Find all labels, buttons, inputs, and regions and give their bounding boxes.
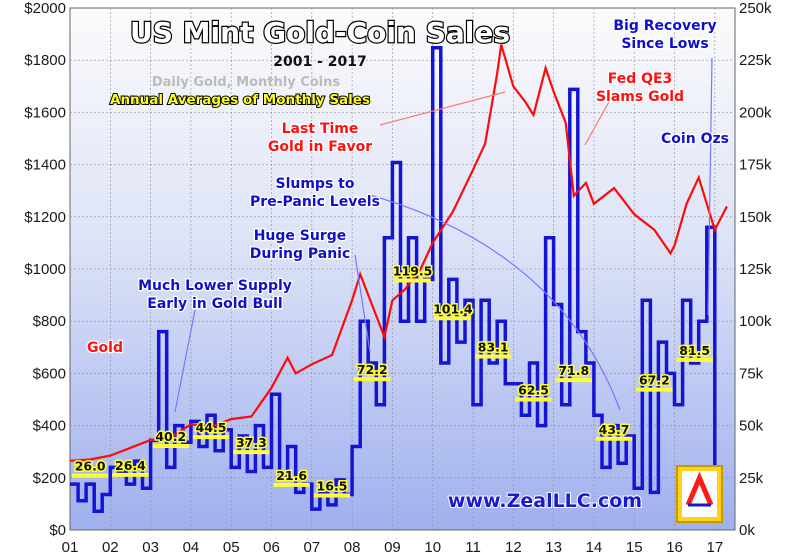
x-tick-label: 13 [545,539,562,556]
avg-label-2014: 43.7 [599,422,630,437]
y-left-tick-label: $200 [33,470,66,487]
y-left-tick-label: $800 [33,313,66,330]
y-left-tick-label: $1800 [24,52,66,69]
y-right-tick-label: 25k [739,470,764,487]
annotation-big-recovery: Big Recovery [613,18,716,34]
x-tick-label: 07 [303,539,320,556]
x-tick-label: 15 [626,539,643,556]
chart-subtitle: 2001 - 2017 [273,54,367,70]
x-tick-label: 10 [424,539,441,556]
annotation-gold: Gold [87,340,123,356]
x-tick-label: 04 [183,539,200,556]
y-right-tick-label: 150k [739,209,772,226]
x-tick-label: 02 [102,539,119,556]
annotation-fed-qe3: Slams Gold [596,89,684,105]
x-tick-label: 05 [223,539,240,556]
annotation-lower-supply: Much Lower Supply [138,278,292,294]
x-tick-label: 01 [62,539,79,556]
avg-label-2008: 72.2 [357,362,388,377]
annotation-arrows [174,57,713,413]
y-right-tick-label: 100k [739,313,772,330]
x-tick-label: 03 [142,539,159,556]
left-axis: $0 $200 $400 $600 $800 $1000 $1200 $1400 $1600 $1… [24,0,66,539]
x-tick-label: 09 [384,539,401,556]
chart-subtitle-2: Daily Gold, Monthly Coins [152,75,341,90]
y-left-tick-label: $1000 [24,261,66,278]
avg-label-2004: 44.5 [196,420,227,435]
y-left-tick-label: $2000 [24,0,66,17]
avg-label-2012: 62.5 [518,383,549,398]
x-tick-label: 06 [263,539,280,556]
annotation-last-time: Gold in Favor [268,139,372,155]
watermark: www.ZealLLC.com [448,490,642,512]
annotation-slumps: Slumps to [276,176,355,192]
avg-label-2001: 26.0 [75,459,106,474]
avg-label-2010: 101.4 [433,301,473,316]
annotation-slumps: Pre-Panic Levels [250,194,380,210]
avg-label-2013: 71.8 [558,363,589,378]
avg-label-2002: 26.4 [115,458,146,473]
y-right-tick-label: 75k [739,365,764,382]
y-right-tick-label: 125k [739,261,772,278]
annual-averages: 26.0 26.4 40.2 44.5 37.3 21.6 16.5 72.2 119.5 101… [72,262,713,498]
y-left-tick-label: $1600 [24,104,66,121]
avg-label-2009: 119.5 [393,263,433,278]
x-tick-label: 12 [505,539,522,556]
chart-title: US Mint Gold-Coin Sales [130,16,510,49]
annotation-arrows-red [379,91,611,146]
x-tick-label: 16 [666,539,683,556]
annotation-last-time: Last Time [282,121,359,137]
annotation-huge-surge: Huge Surge [254,228,347,244]
series-gold [69,44,728,462]
annotation-huge-surge: During Panic [250,246,351,262]
y-right-tick-label: 0k [739,522,755,539]
annotations: Gold Coin Ozs Much Lower Supply Early in Go… [86,17,730,358]
right-axis: 0k 25k 50k 75k 100k 125k 150k 175k 200k 225k 250k [739,0,772,539]
annotation-coinozs: Coin Ozs [661,131,729,147]
avg-label-2007: 16.5 [317,479,348,494]
y-right-tick-label: 200k [739,104,772,121]
x-tick-label: 08 [344,539,361,556]
annotation-fed-qe3: Fed QE3 [608,71,673,87]
y-right-tick-label: 175k [739,157,772,174]
avg-label-2005: 37.3 [236,435,267,450]
x-tick-label: 17 [707,539,724,556]
avg-label-2016: 81.5 [679,343,710,358]
x-axis: 01 02 03 04 05 06 07 08 09 10 11 12 13 14 15 16 17 [62,539,724,556]
y-left-tick-label: $600 [33,365,66,382]
zeal-logo [676,465,723,523]
y-left-tick-label: $400 [33,418,66,435]
y-left-tick-label: $1400 [24,157,66,174]
annotation-big-recovery: Since Lows [621,36,708,52]
avg-label-2003: 40.2 [155,429,186,444]
y-left-tick-label: $0 [49,522,66,539]
x-tick-label: 14 [586,539,603,556]
x-tick-label: 11 [465,539,481,556]
annotation-lower-supply: Early in Gold Bull [147,296,282,312]
y-right-tick-label: 50k [739,418,764,435]
avg-label-2006: 21.6 [276,468,307,483]
y-right-tick-label: 225k [739,52,772,69]
avg-label-2011: 83.1 [478,339,509,354]
avg-label-2015: 67.2 [639,373,670,388]
series-coin-ozs [70,45,717,513]
y-left-tick-label: $1200 [24,209,66,226]
y-right-tick-label: 250k [739,0,772,17]
chart-subtitle-3: Annual Averages of Monthly Sales [110,92,370,108]
